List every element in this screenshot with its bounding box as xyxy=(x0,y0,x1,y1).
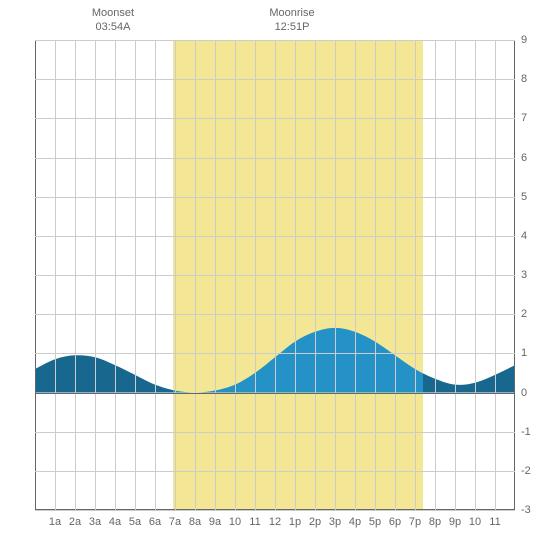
y-tick-label: -3 xyxy=(521,504,531,516)
x-tick-label: 5p xyxy=(369,516,381,528)
gridline-horizontal xyxy=(35,79,515,80)
y-tick-label: -2 xyxy=(521,465,531,477)
x-tick-label: 9p xyxy=(449,516,461,528)
gridline-horizontal xyxy=(35,275,515,276)
y-tick-label: 6 xyxy=(521,152,527,164)
y-tick-label: 3 xyxy=(521,269,527,281)
x-tick-label: 10 xyxy=(229,516,241,528)
x-tick-label: 6p xyxy=(389,516,401,528)
x-tick-label: 6a xyxy=(149,516,161,528)
x-tick-label: 2p xyxy=(309,516,321,528)
y-tick-label: 2 xyxy=(521,308,527,320)
y-tick-label: 0 xyxy=(521,387,527,399)
y-tick-label: 8 xyxy=(521,73,527,85)
header-label-title: Moonset xyxy=(92,6,134,20)
x-tick-label: 5a xyxy=(129,516,141,528)
x-tick-label: 4a xyxy=(109,516,121,528)
gridline-horizontal xyxy=(35,118,515,119)
gridline-horizontal xyxy=(35,314,515,315)
x-tick-label: 1a xyxy=(49,516,61,528)
x-tick-label: 3p xyxy=(329,516,341,528)
y-tick-label: -1 xyxy=(521,426,531,438)
x-tick-label: 3a xyxy=(89,516,101,528)
gridline-horizontal xyxy=(35,353,515,354)
x-tick-label: 10 xyxy=(469,516,481,528)
y-tick-label: 4 xyxy=(521,230,527,242)
gridline-horizontal xyxy=(35,510,515,511)
gridline-horizontal xyxy=(35,432,515,433)
gridline-horizontal xyxy=(35,197,515,198)
x-tick-label: 7a xyxy=(169,516,181,528)
x-tick-label: 12 xyxy=(269,516,281,528)
header-label-time: 03:54A xyxy=(92,20,134,34)
x-tick-label: 1p xyxy=(289,516,301,528)
y-tick-label: 7 xyxy=(521,112,527,124)
gridline-horizontal xyxy=(35,236,515,237)
x-tick-label: 11 xyxy=(249,516,260,528)
gridline-horizontal xyxy=(35,471,515,472)
moonrise-label: Moonrise12:51P xyxy=(269,6,314,35)
y-tick-label: 5 xyxy=(521,191,527,203)
header-label-title: Moonrise xyxy=(269,6,314,20)
header-label-time: 12:51P xyxy=(269,20,314,34)
x-tick-label: 7p xyxy=(409,516,421,528)
moonset-label: Moonset03:54A xyxy=(92,6,134,35)
x-tick-label: 9a xyxy=(209,516,221,528)
y-tick-label: 9 xyxy=(521,34,527,46)
plot-area xyxy=(35,40,515,510)
zero-line xyxy=(35,393,515,394)
tide-chart: -3-2-101234567891a2a3a4a5a6a7a8a9a101112… xyxy=(0,0,550,550)
x-tick-label: 8p xyxy=(429,516,441,528)
x-tick-label: 8a xyxy=(189,516,201,528)
x-tick-label: 2a xyxy=(69,516,81,528)
gridline-horizontal xyxy=(35,40,515,41)
gridline-horizontal xyxy=(35,158,515,159)
x-tick-label: 4p xyxy=(349,516,361,528)
y-tick-label: 1 xyxy=(521,347,527,359)
x-tick-label: 11 xyxy=(489,516,500,528)
